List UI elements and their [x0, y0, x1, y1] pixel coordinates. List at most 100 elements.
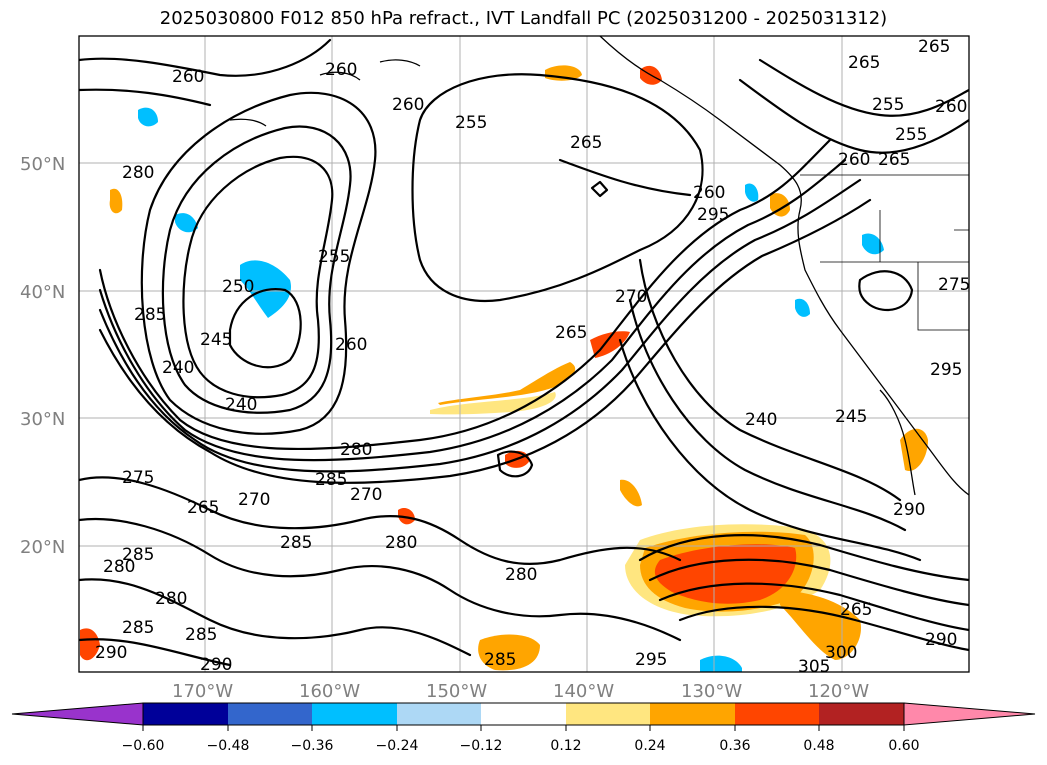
- colorbar-tick-label: −0.24: [376, 738, 419, 754]
- colorbar-bin: [735, 703, 819, 725]
- contour-label: 265: [555, 323, 587, 343]
- contour-label: 275: [938, 275, 970, 295]
- map-frame: [78, 35, 970, 673]
- lat-label-50n: 50°N: [20, 154, 65, 175]
- shade-negative-3: [138, 107, 158, 127]
- contour-label: 270: [350, 485, 382, 505]
- lon-label-150w: 150°W: [426, 681, 487, 702]
- shade-negative-6: [795, 298, 810, 317]
- colorbar-min-extension: [11, 702, 144, 726]
- colorbar-tick-label: −0.48: [207, 738, 250, 754]
- contour-label: 260: [935, 97, 967, 117]
- shade-coast-baja: [900, 428, 928, 471]
- colorbar-bin: [650, 703, 735, 725]
- colorbar-tick-label: 0.36: [719, 738, 750, 754]
- contour-label: 265: [848, 53, 880, 73]
- contour-label: 280: [385, 533, 417, 553]
- contour-label: 280: [122, 163, 154, 183]
- contour-label: 285: [484, 650, 516, 670]
- contour-label: 265: [187, 498, 219, 518]
- lon-label-120w: 120°W: [808, 681, 869, 702]
- contour-label: 255: [455, 113, 487, 133]
- shade-small-3: [478, 634, 540, 671]
- contour-label: 285: [134, 305, 166, 325]
- contour-label: 255: [872, 95, 904, 115]
- contour-label: 275: [122, 468, 154, 488]
- lon-label-170w: 170°W: [172, 681, 233, 702]
- contour-label: 250: [222, 277, 254, 297]
- contour-label: 305: [798, 657, 830, 677]
- contour-label: 265: [570, 133, 602, 153]
- contour-label: 280: [103, 557, 135, 577]
- contour-label: 290: [200, 655, 232, 675]
- lat-label-40n: 40°N: [20, 282, 65, 303]
- contour-label: 240: [225, 395, 257, 415]
- contour-label: 290: [893, 500, 925, 520]
- colorbar-tick-label: 0.24: [634, 738, 665, 754]
- shade-band-30n-edge: [430, 392, 556, 415]
- colorbar-bin: [143, 703, 228, 725]
- contour-label: 260: [172, 67, 204, 87]
- shade-small-9: [398, 508, 415, 525]
- colorbar: −0.60 −0.48 −0.36 −0.24 −0.12 0.12 0.24 …: [11, 702, 1036, 754]
- colorbar-tick-label: 0.60: [888, 738, 919, 754]
- contour-label: 240: [745, 410, 777, 430]
- colorbar-bin: [397, 703, 481, 725]
- colorbar-tick-label: −0.12: [460, 738, 503, 754]
- contour-label: 290: [925, 630, 957, 650]
- contour-label: 300: [825, 643, 857, 663]
- map-title: 2025030800 F012 850 hPa refract., IVT La…: [159, 8, 888, 29]
- coastlines: [229, 36, 969, 496]
- contour-label: 280: [155, 589, 187, 609]
- shade-negative-5: [700, 655, 742, 672]
- contour-label: 260: [325, 60, 357, 80]
- colorbar-max-extension: [903, 702, 1036, 726]
- colorbar-tick-label: 0.12: [550, 738, 581, 754]
- contour-label: 285: [315, 470, 347, 490]
- refractivity-contours: [79, 38, 969, 667]
- contour-label: 255: [895, 125, 927, 145]
- contour-label: 280: [340, 440, 372, 460]
- contour-label: 265: [840, 600, 872, 620]
- shade-negative-2: [175, 213, 198, 233]
- lon-label-140w: 140°W: [553, 681, 614, 702]
- contour-label: 260: [693, 183, 725, 203]
- shading-layer: [80, 65, 928, 672]
- shade-positive-plume: [780, 590, 861, 660]
- contour-label: 260: [838, 150, 870, 170]
- contour-label: 280: [505, 565, 537, 585]
- colorbar-frame: [142, 702, 905, 726]
- colorbar-tick-label: −0.60: [122, 738, 165, 754]
- lat-label-30n: 30°N: [20, 409, 65, 430]
- contour-label: 285: [122, 618, 154, 638]
- contour-label: 285: [122, 545, 154, 565]
- contour-label: 295: [930, 360, 962, 380]
- colorbar-tick-label: 0.48: [803, 738, 834, 754]
- contour-label: 270: [615, 287, 647, 307]
- shade-small-4: [80, 628, 100, 661]
- contour-label: 240: [162, 358, 194, 378]
- contour-label: 270: [238, 490, 270, 510]
- colorbar-bin: [481, 703, 566, 725]
- contour-label: 290: [95, 643, 127, 663]
- shade-small-7: [770, 193, 790, 217]
- colorbar-tick-label: −0.36: [291, 738, 334, 754]
- shade-small-8: [620, 479, 642, 507]
- colorbar-bin: [312, 703, 397, 725]
- contour-label: 255: [318, 247, 350, 267]
- colorbar-bin: [566, 703, 650, 725]
- colorbar-bin: [228, 703, 312, 725]
- contour-label: 260: [392, 95, 424, 115]
- contour-label: 245: [835, 407, 867, 427]
- lon-label-160w: 160°W: [299, 681, 360, 702]
- contour-label: 265: [918, 37, 950, 57]
- shade-negative-7: [745, 183, 759, 202]
- shade-negative-4: [862, 233, 884, 255]
- contour-label: 295: [697, 205, 729, 225]
- contour-label: 295: [635, 650, 667, 670]
- contour-label: 260: [335, 335, 367, 355]
- contour-label: 245: [200, 330, 232, 350]
- lon-label-130w: 130°W: [681, 681, 742, 702]
- contour-labels: 260 260 260 255 265 265 255 260 255 265 …: [95, 37, 970, 677]
